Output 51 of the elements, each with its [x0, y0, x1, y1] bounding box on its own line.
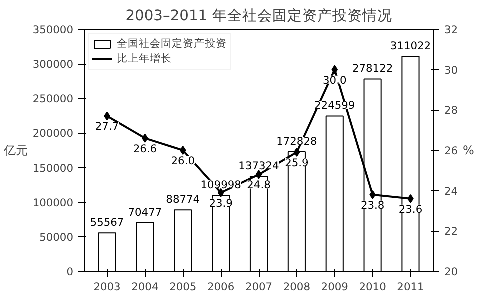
y-tick-label: 100000: [32, 196, 74, 210]
y2-tick-label: 28: [444, 104, 458, 118]
point: [256, 170, 262, 180]
data-label: 23.9: [209, 196, 234, 210]
y-tick-label: 50000: [40, 230, 74, 244]
x-tick-label: 2011: [397, 280, 424, 293]
point: [294, 148, 300, 158]
y2-tick-label: 24: [444, 184, 458, 198]
y-tick-label: 0: [66, 266, 74, 278]
x-tick-label: 2007: [245, 280, 273, 293]
data-label: 70477: [128, 206, 162, 219]
point: [332, 65, 338, 74]
legend-label: 全国社会固定资产投资: [117, 37, 227, 51]
y-tick-label: 350000: [32, 24, 74, 36]
data-label: 26.0: [171, 154, 196, 168]
y-tick-label: 300000: [32, 58, 74, 72]
y2-axis-title: %: [463, 144, 474, 158]
y2-tick-label: 32: [444, 24, 458, 36]
point: [180, 146, 186, 155]
data-label: 27.7: [95, 120, 120, 134]
y-tick-label: 200000: [32, 127, 74, 140]
x-tick-label: 2006: [208, 280, 235, 293]
y-tick-label: 150000: [32, 162, 74, 175]
x-tick-label: 2003: [94, 280, 121, 293]
x-tick-label: 2004: [132, 280, 159, 293]
data-label: 25.9: [285, 156, 310, 170]
y-axis-title: 亿元: [2, 144, 28, 158]
y2-tick-label: 30: [444, 64, 458, 77]
data-label: 172828: [276, 135, 318, 148]
data-label: 26.6: [133, 142, 158, 156]
y2-tick-label: 20: [444, 266, 458, 278]
data-label: 23.8: [360, 198, 385, 212]
chart-title: 2003–2011 年全社会固定资产投资情况: [126, 8, 392, 24]
y-tick-label: 250000: [32, 92, 74, 106]
x-tick-label: 2009: [321, 280, 349, 293]
x-tick-label: 2008: [283, 280, 311, 293]
data-label: 24.8: [247, 178, 272, 192]
y2-tick-label: 22: [444, 225, 458, 238]
data-label: 30.0: [323, 74, 347, 87]
data-label: 55567: [90, 216, 124, 230]
y2-tick-label: 26: [444, 144, 458, 158]
data-label: 88774: [166, 193, 200, 206]
data-label: 23.6: [398, 202, 423, 216]
legend-label: 比上年增长: [117, 52, 172, 66]
x-tick-label: 2010: [359, 280, 387, 293]
data-label: 224599: [314, 99, 356, 112]
data-label: 278122: [352, 62, 394, 76]
data-label: 137324: [238, 160, 280, 173]
data-label: 311022: [390, 39, 432, 52]
x-tick-label: 2005: [170, 280, 197, 293]
data-label: 109998: [200, 178, 242, 192]
